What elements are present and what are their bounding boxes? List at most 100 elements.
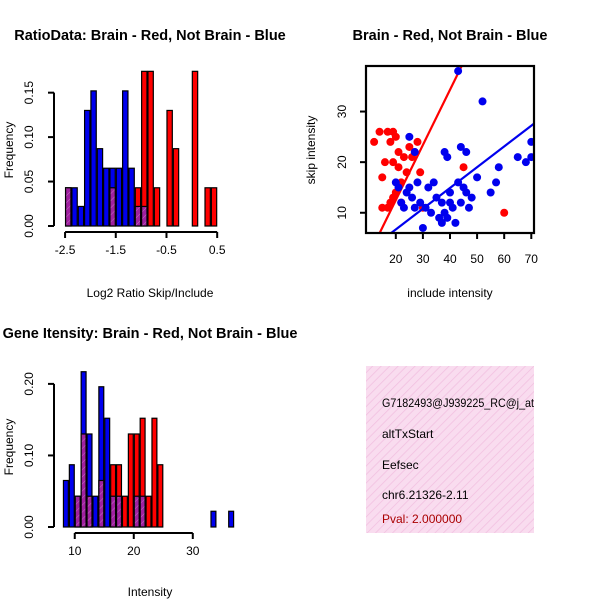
- ratio-hist-bar-not-brain-9: [122, 90, 129, 227]
- scatter-y-tick-label-0: 10: [335, 206, 349, 220]
- scatter-x-tick-label-0: 20: [389, 252, 403, 266]
- ratio-hist-bar-brain-14: [153, 187, 161, 227]
- scatter-point-not-brain-3: [399, 203, 408, 212]
- scatter-point-brain-1: [375, 127, 384, 136]
- scatter-point-not-brain-27: [451, 218, 460, 227]
- intensity-hist-bar-overlap-4: [86, 495, 93, 528]
- scatter-point-not-brain-44: [527, 137, 534, 146]
- ratio-hist-bar-overlap-7: [109, 187, 116, 227]
- scatter-point-not-brain-5: [405, 132, 414, 141]
- ratio-histogram-title: RatioData: Brain - Red, Not Brain - Blue: [14, 28, 286, 44]
- scatter-point-not-brain-46: [410, 148, 419, 157]
- intensity-histogram-title: Gene Itensity: Brain - Red, Not Brain - …: [3, 326, 298, 342]
- chromosome-location: chr6.21326-2.11: [382, 488, 469, 502]
- intensity-hist-x-tick-label-1: 20: [127, 544, 141, 558]
- ratio-hist-y-tick-label-3: 0.15: [22, 81, 36, 105]
- intensity-hist-x-tick-label-2: 30: [186, 544, 200, 558]
- scatter-point-not-brain-23: [443, 153, 452, 162]
- intensity-hist-y-tick-label-2: 0.20: [22, 372, 36, 396]
- ratio-histogram-ylabel: Frequency: [2, 122, 16, 179]
- scatter-point-brain-3: [380, 158, 389, 167]
- scatter-point-brain-18: [416, 168, 425, 177]
- scatter-fit-line-brain: [378, 66, 463, 233]
- intensity-hist-bar-brain-11: [127, 433, 134, 528]
- ratio-hist-bar-not-brain-6: [102, 167, 110, 227]
- scatter-point-not-brain-19: [437, 218, 446, 227]
- intensity-hist-bar-not-brain-28: [228, 510, 235, 528]
- ratio-hist-x-tick-label-1: -1.5: [105, 243, 126, 257]
- scatter-x-tick-label-5: 70: [525, 252, 539, 266]
- intensity-hist-bar-not-brain-25: [210, 510, 217, 528]
- scatter-point-not-brain-34: [462, 148, 471, 157]
- scatter-point-not-brain-1: [394, 183, 403, 192]
- intensity-hist-bar-not-brain-0: [62, 479, 69, 528]
- scatter-point-brain-26: [459, 163, 468, 172]
- probe-id: G7182493@J939225_RC@j_at: [382, 396, 535, 410]
- intensity-hist-bar-brain-10: [121, 495, 128, 528]
- intensity-hist-x-tick-label-0: 10: [68, 544, 82, 558]
- ratio-histogram-panel: RatioData: Brain - Red, Not Brain - Blue…: [2, 28, 286, 300]
- scatter-point-not-brain-13: [424, 183, 433, 192]
- intensity-hist-y-tick-label-1: 0.10: [22, 443, 36, 467]
- ratio-hist-y-tick-label-1: 0.05: [22, 170, 36, 194]
- scatter-point-not-brain-43: [521, 158, 530, 167]
- scatter-ylabel: skip intensity: [304, 116, 318, 185]
- scatter-point-not-brain-11: [418, 223, 427, 232]
- ratio-hist-bar-brain-22: [204, 187, 211, 227]
- scatter-point-not-brain-31: [456, 142, 465, 151]
- intensity-hist-bar-not-brain-1: [68, 464, 75, 528]
- scatter-title: Brain - Red, Not Brain - Blue: [353, 28, 548, 44]
- intensity-hist-bar-overlap-8: [110, 495, 117, 528]
- ratio-hist-bar-not-brain-2: [77, 205, 85, 227]
- scatter-point-not-brain-15: [429, 178, 438, 187]
- scatter-point-brain-12: [399, 153, 408, 162]
- scatter-point-not-brain-22: [443, 213, 452, 222]
- scatter-y-tick-label-1: 20: [335, 155, 349, 169]
- scatter-point-not-brain-40: [492, 178, 501, 187]
- ratio-histogram-xlabel: Log2 Ratio Skip/Include: [87, 286, 214, 300]
- ratio-hist-bar-brain-12: [141, 70, 148, 227]
- scatter-point-not-brain-35: [464, 203, 473, 212]
- scatter-point-brain-14: [405, 142, 414, 151]
- scatter-y-tick-label-2: 30: [335, 105, 349, 119]
- pval-text: Pval: 2.000000: [382, 512, 462, 526]
- scatter-point-not-brain-39: [486, 188, 495, 197]
- ratio-hist-y-tick-label-2: 0.10: [22, 125, 36, 149]
- intensity-hist-bar-brain-15: [151, 417, 158, 528]
- ratio-hist-bar-brain-20: [191, 70, 199, 227]
- scatter-point-brain-24: [378, 203, 387, 212]
- scatter-point-brain-5: [386, 137, 395, 146]
- ratio-hist-bar-not-brain-4: [90, 90, 97, 227]
- intensity-hist-bar-brain-14: [145, 495, 152, 528]
- scatter-x-tick-label-2: 40: [443, 252, 457, 266]
- ratio-hist-bar-not-brain-5: [96, 148, 104, 227]
- ratio-hist-bar-brain-13: [147, 70, 154, 227]
- scatter-plot-area: [370, 66, 534, 233]
- intensity-hist-bar-brain-16: [157, 464, 164, 528]
- scatter-x-tick-label-1: 30: [416, 252, 430, 266]
- scatter-point-not-brain-38: [478, 97, 487, 106]
- scatter-point-brain-17: [413, 137, 422, 146]
- info-background: [366, 366, 534, 533]
- scatter-point-not-brain-36: [467, 193, 476, 202]
- scatter-x-tick-label-4: 60: [498, 252, 512, 266]
- scatter-point-not-brain-29: [454, 67, 463, 76]
- scatter-point-not-brain-8: [410, 203, 419, 212]
- intensity-hist-bar-overlap-3: [80, 433, 87, 528]
- ratio-hist-bar-not-brain-3: [83, 109, 91, 227]
- scatter-point-not-brain-41: [494, 163, 503, 172]
- scatter-x-tick-label-3: 50: [470, 252, 484, 266]
- scatter-point-brain-9: [394, 148, 403, 157]
- intensity-hist-bar-not-brain-5: [92, 495, 99, 528]
- intensity-hist-bar-overlap-12: [133, 495, 140, 528]
- intensity-scatter-panel: Brain - Red, Not Brain - Blue include in…: [304, 28, 548, 300]
- intensity-hist-bar-overlap-2: [74, 495, 81, 528]
- scatter-point-not-brain-26: [448, 203, 457, 212]
- gene-symbol: Eefsec: [382, 458, 419, 472]
- scatter-point-not-brain-7: [408, 193, 417, 202]
- ratio-hist-bar-not-brain-10: [128, 167, 135, 227]
- scatter-point-not-brain-10: [416, 198, 425, 207]
- scatter-point-not-brain-30: [456, 198, 465, 207]
- intensity-hist-bar-overlap-9: [115, 495, 123, 528]
